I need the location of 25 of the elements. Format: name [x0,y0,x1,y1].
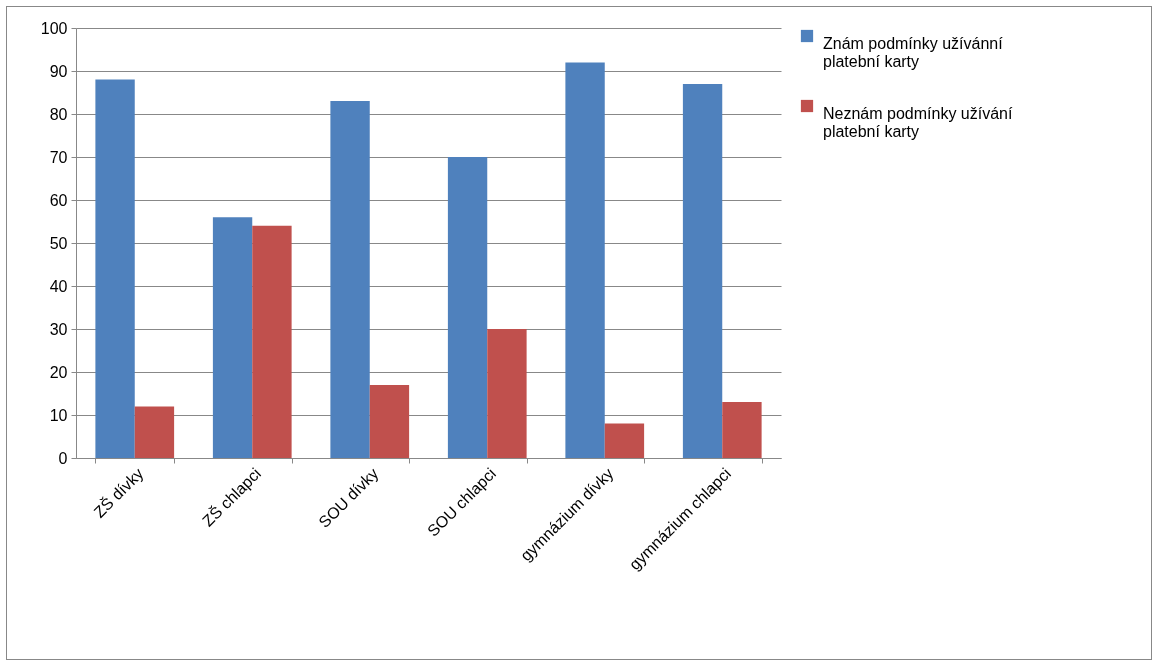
bar [682,83,723,458]
bar [134,406,175,458]
y-tick-label: 70 [49,148,68,166]
y-tick-label: 80 [49,105,68,123]
bar [565,62,605,458]
bar [604,423,645,458]
bar [95,79,135,458]
bar [252,225,292,458]
y-tick-label: 10 [49,406,68,424]
y-tick-label: 20 [49,363,68,381]
y-tick-label: 60 [49,191,68,209]
legend-label: Neznám podmínky užívání platební karty [823,105,1013,140]
bar [330,101,370,458]
y-tick-label: 100 [40,19,68,37]
bar [447,157,488,458]
y-tick-label: 40 [49,277,68,295]
y-tick-label: 50 [49,234,68,252]
y-tick-label: 30 [49,320,68,338]
bar [487,329,527,458]
bar [722,402,762,458]
y-tick-label: 0 [58,449,68,467]
legend-label: Znám podmínky užívánní platební karty [823,35,1004,70]
bar [212,217,253,458]
bar [369,384,410,458]
y-tick-label: 90 [49,62,68,80]
